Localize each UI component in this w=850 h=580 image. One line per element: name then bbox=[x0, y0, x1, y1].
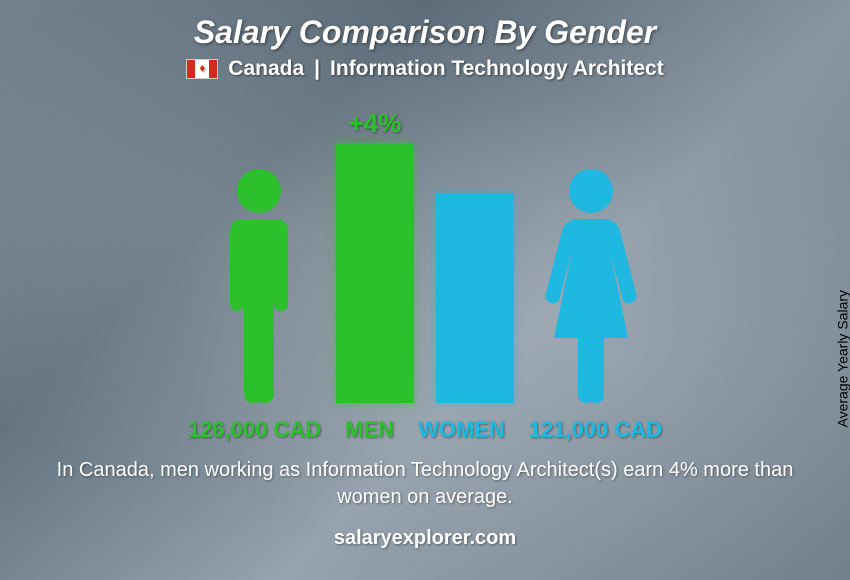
men-label: MEN bbox=[345, 417, 394, 443]
women-salary-label: 121,000 CAD bbox=[529, 417, 662, 443]
women-label: WOMEN bbox=[418, 417, 505, 443]
subtitle-row: ♦ Canada | Information Technology Archit… bbox=[186, 57, 663, 81]
men-bar-column: +4% bbox=[336, 93, 414, 403]
women-bar bbox=[436, 193, 514, 403]
chart-area: +4% bbox=[204, 93, 646, 403]
content-container: Salary Comparison By Gender ♦ Canada | I… bbox=[0, 0, 850, 550]
men-bar bbox=[336, 143, 414, 403]
men-icon-column bbox=[204, 93, 314, 403]
separator: | bbox=[314, 57, 320, 81]
female-icon bbox=[536, 163, 646, 403]
women-bar-column bbox=[436, 93, 514, 403]
source-label: salaryexplorer.com bbox=[334, 527, 516, 550]
job-title-label: Information Technology Architect bbox=[330, 57, 664, 81]
percent-diff-label: +4% bbox=[349, 108, 402, 139]
labels-row: 126,000 CAD MEN WOMEN 121,000 CAD bbox=[188, 417, 662, 443]
male-icon bbox=[204, 163, 314, 403]
yaxis-label: Average Yearly Salary bbox=[834, 290, 850, 428]
description-text: In Canada, men working as Information Te… bbox=[45, 457, 805, 511]
canada-flag-icon: ♦ bbox=[186, 59, 218, 79]
men-salary-label: 126,000 CAD bbox=[188, 417, 321, 443]
page-title: Salary Comparison By Gender bbox=[194, 14, 656, 51]
country-label: Canada bbox=[228, 57, 304, 81]
women-icon-column bbox=[536, 93, 646, 403]
